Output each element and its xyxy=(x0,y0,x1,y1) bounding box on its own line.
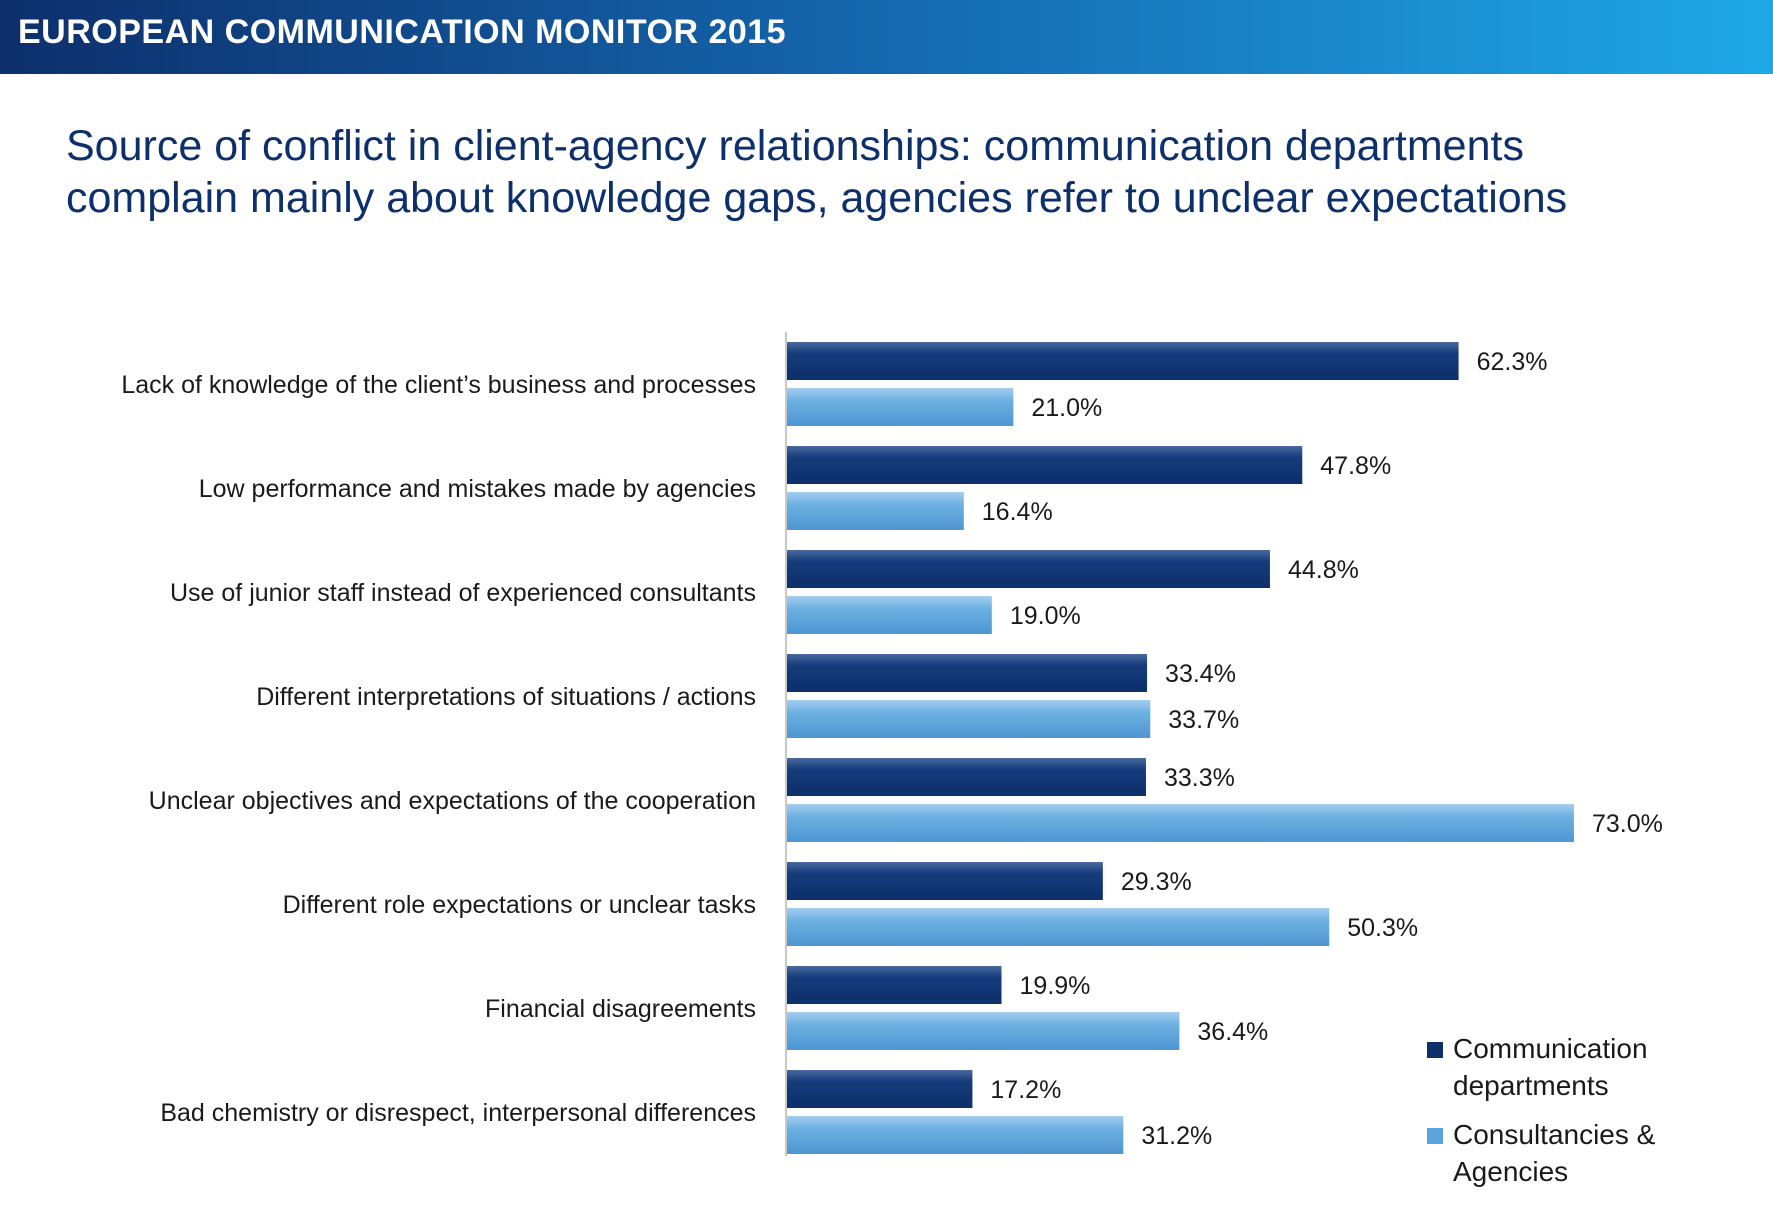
data-label-comm: 33.3% xyxy=(1164,764,1235,792)
bar-comm xyxy=(787,1070,973,1108)
bar-comm xyxy=(787,654,1148,692)
bar-comm xyxy=(787,966,1002,1004)
category-label: Use of junior staff instead of experienc… xyxy=(170,579,756,607)
chart-title-line-2: complain mainly about knowledge gaps, ag… xyxy=(66,174,1568,222)
legend-label-line-1: Communication xyxy=(1453,1033,1648,1064)
data-label-agency: 33.7% xyxy=(1168,706,1239,734)
data-label-comm: 47.8% xyxy=(1320,452,1391,480)
legend-label-line-2: departments xyxy=(1453,1070,1609,1101)
banner-title: EUROPEAN COMMUNICATION MONITOR 2015 xyxy=(18,13,787,51)
data-label-comm: 44.8% xyxy=(1288,556,1359,584)
bar-comm xyxy=(787,342,1459,380)
bar-agency xyxy=(787,492,964,530)
legend-item-communication-departments: Communication departments xyxy=(1427,1030,1683,1104)
bar-comm xyxy=(787,862,1103,900)
legend-swatch-light xyxy=(1427,1128,1443,1144)
data-label-comm: 19.9% xyxy=(1020,972,1091,1000)
bar-agency xyxy=(787,700,1151,738)
bar-comm xyxy=(787,550,1270,588)
category-label: Different role expectations or unclear t… xyxy=(283,891,756,919)
data-label-agency: 36.4% xyxy=(1197,1018,1268,1046)
data-label-agency: 16.4% xyxy=(982,498,1053,526)
data-label-comm: 29.3% xyxy=(1121,868,1192,896)
bar-comm xyxy=(787,446,1303,484)
data-label-comm: 62.3% xyxy=(1477,348,1548,376)
legend-item-consultancies-agencies: Consultancies & Agencies xyxy=(1427,1116,1683,1190)
category-label: Lack of knowledge of the client’s busine… xyxy=(121,371,756,399)
header-banner: EUROPEAN COMMUNICATION MONITOR 2015 xyxy=(0,0,1773,74)
bar-agency xyxy=(787,388,1014,426)
data-label-agency: 31.2% xyxy=(1141,1122,1212,1150)
category-label: Unclear objectives and expectations of t… xyxy=(149,787,756,815)
legend-label-line-2: Agencies xyxy=(1453,1156,1569,1187)
bar-agency xyxy=(787,596,992,634)
bar-agency xyxy=(787,804,1574,842)
data-label-comm: 17.2% xyxy=(990,1076,1061,1104)
bar-agency xyxy=(787,1116,1124,1154)
legend: Communication departments Consultancies … xyxy=(1427,1030,1683,1202)
chart-title: Source of conflict in client-agency rela… xyxy=(66,120,1746,224)
chart-title-line-1: Source of conflict in client-agency rela… xyxy=(66,122,1524,170)
bar-comm xyxy=(787,758,1146,796)
category-label: Financial disagreements xyxy=(485,995,756,1023)
category-label: Different interpretations of situations … xyxy=(256,683,756,711)
data-label-comm: 33.4% xyxy=(1165,660,1236,688)
bars-layer: Lack of knowledge of the client’s busine… xyxy=(121,332,1663,1156)
data-label-agency: 73.0% xyxy=(1592,810,1663,838)
data-label-agency: 50.3% xyxy=(1347,914,1418,942)
data-label-agency: 19.0% xyxy=(1010,602,1081,630)
bar-agency xyxy=(787,1012,1180,1050)
data-label-agency: 21.0% xyxy=(1031,394,1102,422)
category-label: Bad chemistry or disrespect, interperson… xyxy=(160,1099,756,1127)
bar-agency xyxy=(787,908,1330,946)
legend-label-line-1: Consultancies & xyxy=(1453,1119,1656,1150)
legend-swatch-dark xyxy=(1427,1042,1443,1058)
category-label: Low performance and mistakes made by age… xyxy=(199,475,756,503)
